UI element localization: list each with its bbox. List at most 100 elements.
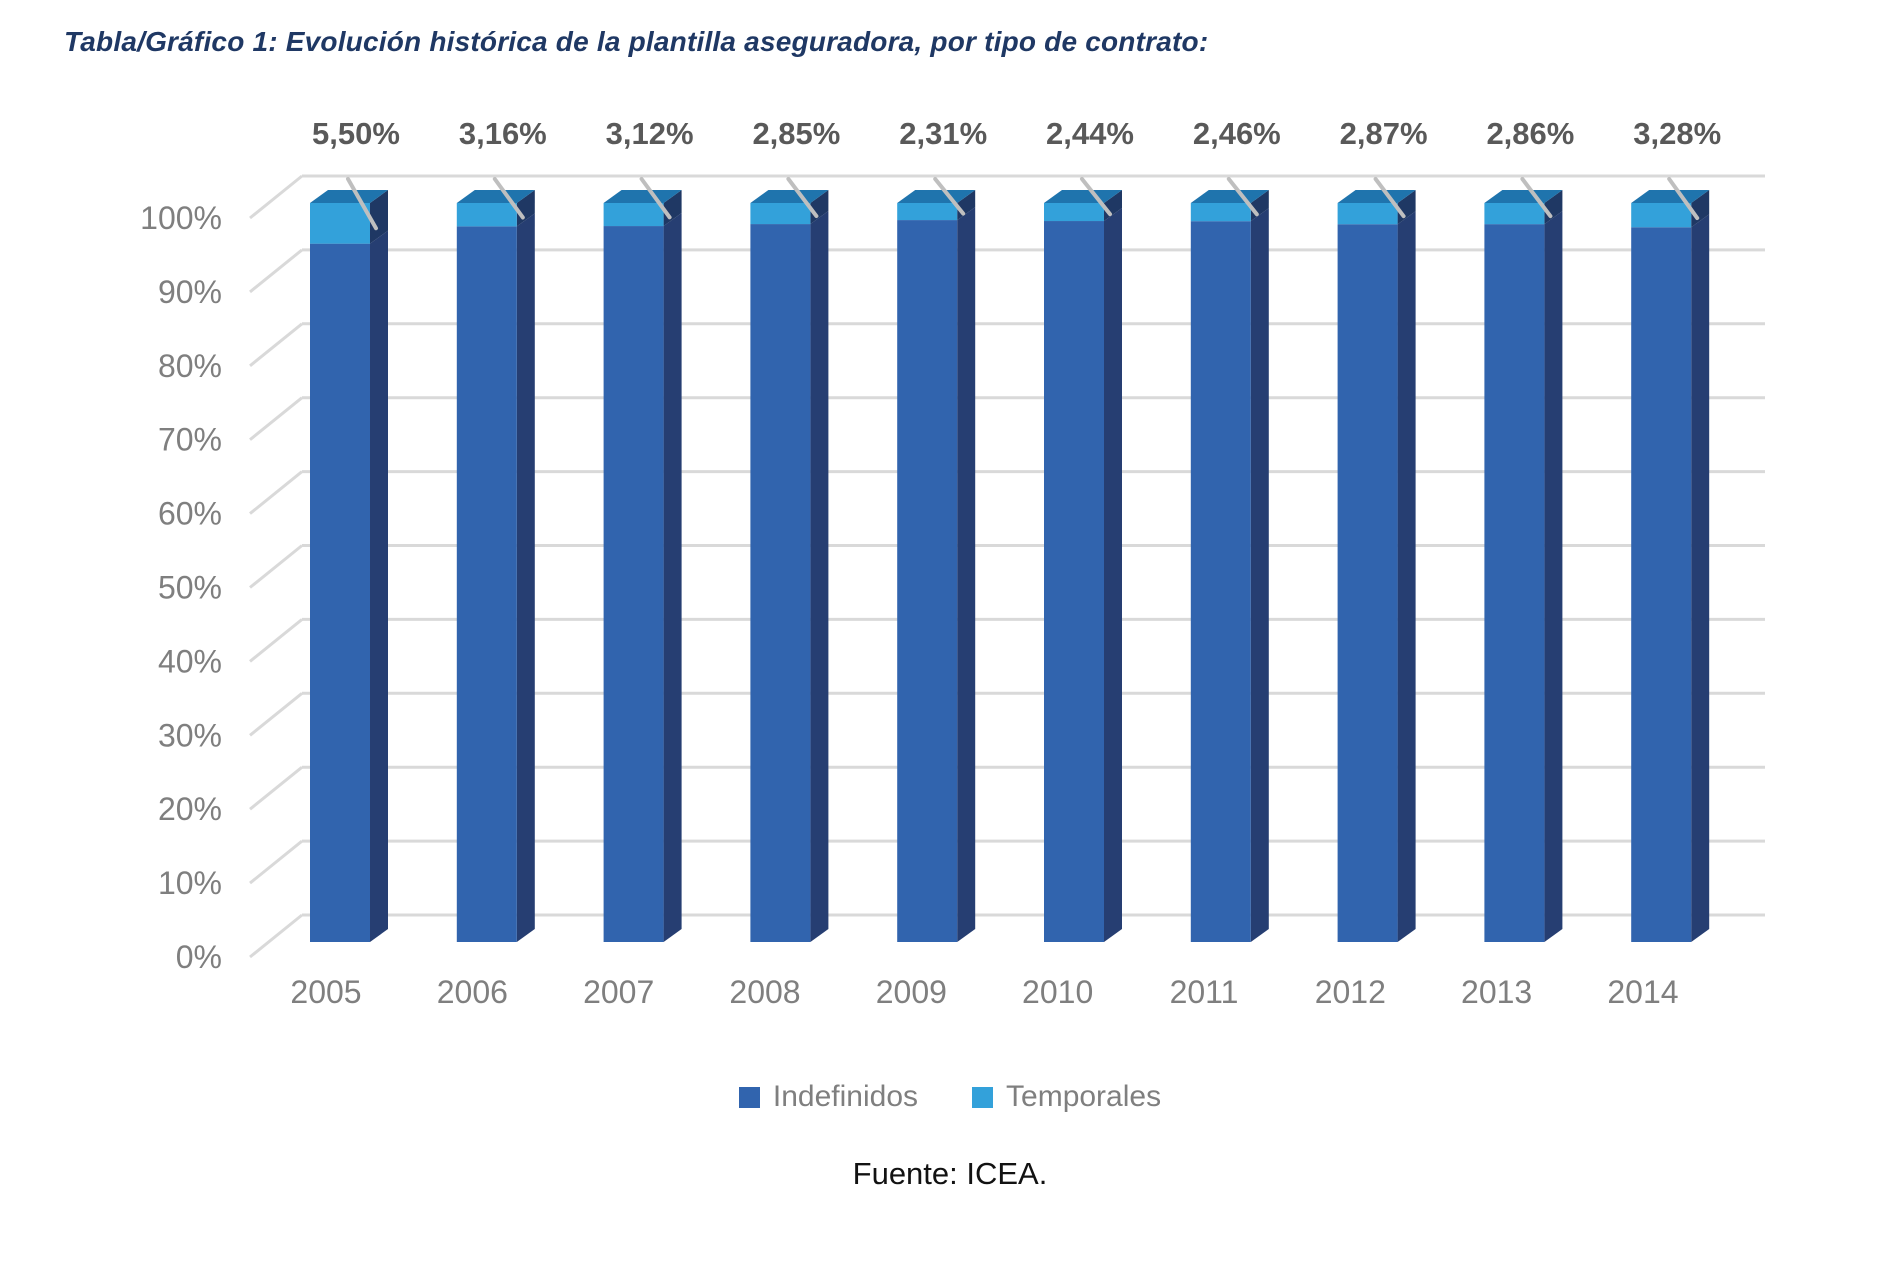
data-label-leader-line — [786, 177, 819, 219]
y-axis-label: 20% — [158, 791, 222, 827]
y-axis-label: 0% — [176, 939, 222, 975]
bars — [310, 190, 1710, 943]
data-label: 2,87% — [1340, 116, 1428, 151]
bar-2009 — [897, 190, 976, 942]
bar-front-temporales — [456, 203, 517, 227]
y-axis-label: 30% — [158, 717, 222, 753]
data-label: 5,50% — [312, 116, 400, 151]
bar-front-indefinidos — [310, 243, 370, 942]
y-axis-tick — [249, 322, 303, 367]
y-axis-label: 60% — [158, 496, 222, 532]
x-axis-label: 2005 — [290, 974, 361, 1010]
x-axis-label: 2007 — [583, 974, 654, 1010]
legend-item-indefinidos: Indefinidos — [738, 1080, 918, 1114]
data-label: 3,16% — [459, 116, 547, 151]
data-label: 2,31% — [899, 116, 987, 151]
data-label: 2,85% — [752, 116, 840, 151]
data-labels: 5,50% 3,16% 3,12% 2,85% 2,31% 2,44% 2,46% 2,87%… — [312, 116, 1721, 231]
bar-front-indefinidos — [897, 220, 958, 942]
x-axis-label: 2011 — [1170, 974, 1239, 1010]
page-title: Tabla/Gráfico 1: Evolución histórica de … — [64, 26, 1209, 57]
y-axis-tick — [249, 618, 303, 663]
data-label: 3,28% — [1633, 116, 1721, 151]
source-note: Fuente: ICEA. — [852, 1156, 1048, 1191]
y-axis-tick — [249, 766, 303, 811]
bar-front-temporales — [310, 203, 370, 244]
x-axis-label: 2012 — [1315, 974, 1386, 1010]
x-axis-label: 2014 — [1607, 974, 1678, 1010]
y-axis-tick — [249, 248, 303, 294]
x-axis-label: 2009 — [876, 974, 947, 1010]
y-axis-label: 100% — [140, 200, 222, 236]
data-label-leader-line — [1373, 177, 1406, 219]
x-axis-label: 2013 — [1461, 974, 1532, 1010]
bar-side-indefinidos — [1397, 211, 1416, 943]
bar-front-indefinidos — [1190, 221, 1251, 943]
data-label-leader-line — [346, 177, 378, 231]
bar-2011 — [1190, 190, 1269, 943]
bar-2010 — [1044, 190, 1122, 942]
y-axis-tick — [249, 470, 303, 515]
bar-2008 — [750, 190, 829, 942]
bar-2007 — [603, 190, 682, 943]
y-axis-label: 40% — [158, 643, 222, 679]
bar-side-temporales — [370, 190, 388, 244]
bar-front-indefinidos — [603, 226, 664, 943]
bar-top-face — [1337, 190, 1416, 203]
y-axis-tick — [249, 913, 303, 959]
data-label-leader-line — [933, 177, 966, 216]
y-axis-label: 70% — [158, 422, 222, 458]
bar-side-indefinidos — [810, 211, 829, 942]
bar-top-face — [1044, 190, 1122, 203]
bar-front-indefinidos — [456, 226, 517, 942]
legend-label-temporales: Temporales — [1006, 1080, 1162, 1113]
bar-side-indefinidos — [370, 230, 388, 942]
bar-side-indefinidos — [957, 207, 976, 942]
data-label: 2,46% — [1193, 116, 1281, 151]
bar-side-indefinidos — [516, 213, 535, 942]
data-label-leader-line — [1667, 177, 1700, 221]
bar-front-temporales — [1337, 203, 1398, 225]
bar-top-face — [603, 190, 682, 203]
bar-2012 — [1337, 190, 1416, 943]
bar-front-indefinidos — [1337, 224, 1398, 943]
bar-top-face — [1190, 190, 1269, 203]
bar-front-temporales — [1190, 203, 1251, 222]
bar-front-indefinidos — [750, 224, 811, 942]
bar-front-indefinidos — [1484, 224, 1545, 943]
data-label: 2,44% — [1046, 116, 1134, 151]
y-axis-tick — [249, 396, 303, 441]
bar-front-temporales — [750, 203, 811, 225]
bar-top-face — [750, 190, 829, 203]
data-label: 3,12% — [606, 116, 694, 151]
data-label-leader-line — [492, 177, 525, 220]
x-axis-label: 2006 — [437, 974, 508, 1010]
y-axis-tick — [249, 174, 303, 220]
bar-front-temporales — [603, 203, 664, 227]
x-axis: 2005 2006 2007 2008 2009 2010 2011 2012 2013 2014 — [290, 974, 1678, 1010]
y-axis-label: 50% — [158, 570, 222, 606]
data-label: 2,86% — [1486, 116, 1574, 151]
chart-legend: Indefinidos Temporales — [0, 1080, 1900, 1114]
bar-side-indefinidos — [1104, 208, 1122, 942]
bar-front-indefinidos — [1044, 221, 1104, 942]
bar-top-face — [1484, 190, 1563, 203]
y-axis-tick — [249, 544, 303, 589]
y-axis-label: 10% — [158, 865, 222, 901]
bar-top-face — [310, 190, 388, 203]
y-axis-label: 90% — [158, 274, 222, 310]
legend-item-temporales: Temporales — [972, 1080, 1161, 1114]
data-label-leader-line — [1226, 177, 1259, 217]
bar-top-face — [1631, 190, 1710, 203]
bar-2005 — [310, 190, 388, 942]
bar-2006 — [456, 190, 535, 942]
bar-2013 — [1484, 190, 1563, 943]
bar-side-indefinidos — [1691, 214, 1710, 942]
x-axis-label: 2008 — [729, 974, 800, 1010]
legend-swatch-indefinidos-icon — [738, 1086, 760, 1108]
data-label-leader-line — [1520, 177, 1553, 219]
bar-side-indefinidos — [1250, 208, 1269, 943]
bar-front-temporales — [1484, 203, 1545, 225]
